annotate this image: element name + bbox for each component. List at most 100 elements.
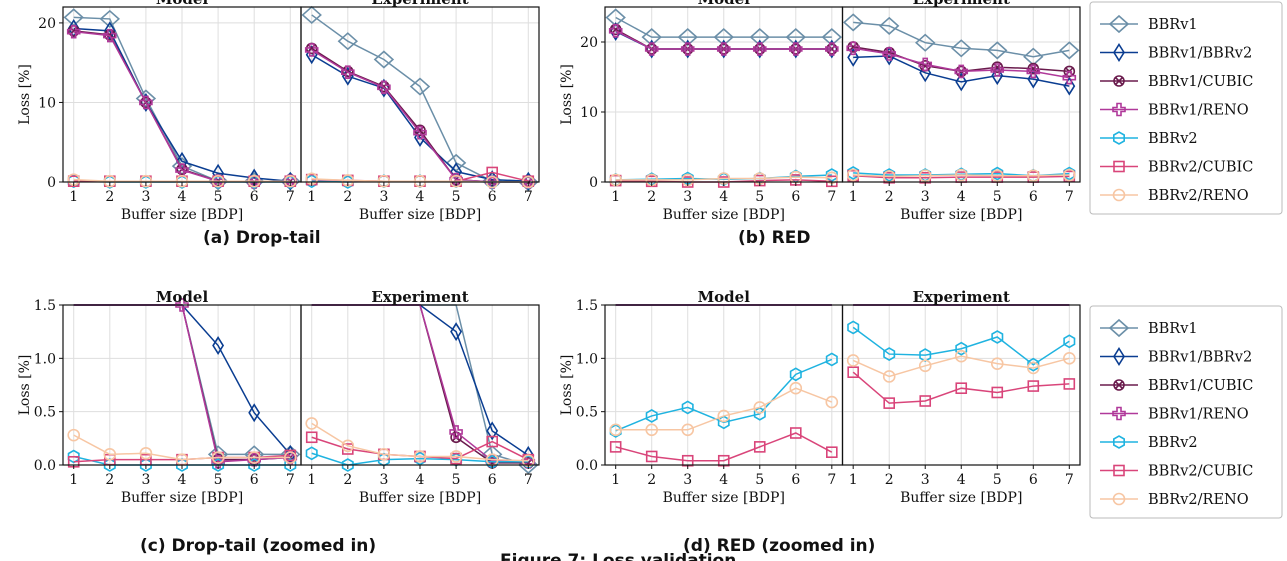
series-bbrv1-bbrv2: [73, 304, 297, 464]
x-tick-label: 5: [214, 189, 223, 205]
data-point: [305, 417, 319, 430]
data-point: [1063, 76, 1076, 96]
series-bbrv1: [73, 304, 301, 464]
y-tick-label: 1.0: [34, 351, 56, 367]
x-tick-label: 4: [957, 472, 966, 488]
data-point: [749, 28, 770, 47]
x-tick-label: 3: [683, 472, 692, 488]
data-point: [377, 448, 391, 461]
data-point: [103, 174, 117, 188]
panel-model: 1 2 3 4 5 6 7 Model Buffer size [BDP]: [62, 288, 302, 506]
x-tick-label: 1: [307, 472, 316, 488]
legend-marker: [1113, 131, 1125, 145]
data-point: [1027, 357, 1040, 372]
legend-marker: [1112, 492, 1126, 506]
panel-model: 1 2 3 4 5 6 7 Model Buffer size [BDP]: [604, 288, 844, 506]
panel-experiment: 1 2 3 4 5 6 7 Experiment Buffer size [BDP]: [300, 288, 540, 506]
x-tick-label: 2: [105, 189, 114, 205]
y-tick-label: 10: [580, 105, 598, 121]
series-bbrv1: [842, 13, 1080, 66]
x-tick-label: 6: [1029, 472, 1038, 488]
series-line: [73, 178, 291, 182]
legend-marker: [1113, 464, 1125, 477]
x-tick-label: 3: [921, 189, 930, 205]
legend-0: BBRv1 BBRv1/BBRv2 BBRv1/CUBIC BBRv1/RENO BBR…: [1089, 1, 1283, 215]
data-point: [373, 50, 395, 69]
series-line: [853, 55, 1070, 87]
x-tick-label: 3: [379, 472, 388, 488]
series-bbrv2-reno: [846, 349, 1076, 383]
caption-b: (b) RED: [738, 228, 811, 248]
data-point: [846, 41, 860, 56]
data-point: [247, 451, 261, 464]
series-bbrv2-reno: [67, 173, 297, 188]
panel-experiment: 1 2 3 4 5 6 7 Experiment Buffer size [BDP]: [300, 0, 540, 223]
series-bbrv2-cubic: [847, 366, 1076, 409]
legend-item-bbrv1-bbrv2: BBRv1/BBRv2: [1100, 346, 1252, 367]
data-point: [99, 9, 121, 29]
data-point: [1063, 168, 1076, 182]
data-point: [1027, 380, 1040, 392]
series-line: [853, 174, 1070, 178]
panel-title: Model: [156, 288, 209, 306]
series-line: [615, 30, 832, 50]
data-point: [954, 349, 968, 363]
y-tick-label: 1.5: [576, 298, 598, 314]
legend-marker: [1112, 188, 1126, 202]
y-tick-label: 1.0: [576, 351, 598, 367]
data-point: [103, 448, 117, 461]
data-point: [825, 352, 838, 367]
legend-item-bbrv2: BBRv2: [1100, 435, 1198, 451]
x-tick-label: 1: [611, 472, 620, 488]
data-point: [1026, 169, 1040, 182]
x-tick-label: 6: [791, 472, 800, 488]
data-point: [918, 57, 933, 72]
legend-marker: [1113, 379, 1125, 391]
data-point: [449, 450, 463, 463]
series-bbrv2-cubic: [609, 427, 838, 467]
data-point: [955, 72, 968, 92]
x-tick-label: 6: [1029, 189, 1038, 205]
legend-label: BBRv1/CUBIC: [1148, 74, 1253, 90]
data-point: [882, 370, 896, 383]
data-point: [955, 382, 968, 395]
x-tick-label: 2: [885, 189, 894, 205]
data-point: [450, 322, 463, 342]
y-tick-label: 10: [38, 95, 56, 111]
data-point: [1062, 70, 1077, 85]
data-point: [284, 458, 297, 472]
x-tick-label: 1: [69, 472, 78, 488]
data-point: [785, 28, 806, 47]
data-point: [301, 5, 322, 25]
data-point: [1026, 361, 1040, 375]
data-point: [883, 168, 896, 182]
data-point: [918, 169, 932, 182]
data-point: [641, 28, 662, 47]
data-point: [987, 41, 1008, 60]
panel-title: Model: [698, 288, 751, 306]
data-point: [847, 165, 860, 180]
legend-label: BBRv1/BBRv2: [1148, 350, 1252, 366]
x-tick-label: 2: [647, 472, 656, 488]
series-line: [853, 21, 1070, 58]
data-point: [103, 21, 116, 41]
data-point: [103, 28, 117, 43]
data-point: [139, 95, 153, 110]
x-tick-label: 7: [286, 472, 295, 488]
data-point: [283, 451, 297, 464]
x-axis-label: Buffer size [BDP]: [900, 207, 1022, 223]
data-point: [990, 169, 1004, 182]
data-point: [485, 175, 499, 189]
panel-title: Model: [698, 0, 751, 8]
legend-label: BBRv1/RENO: [1148, 407, 1249, 423]
legend-label: BBRv1/RENO: [1148, 103, 1249, 119]
x-tick-label: 1: [69, 189, 78, 205]
data-point: [449, 174, 463, 188]
panel-title: Model: [156, 0, 209, 8]
data-point: [681, 400, 694, 415]
data-point: [283, 174, 297, 188]
data-point: [248, 403, 261, 423]
legend-label: BBRv1: [1148, 17, 1198, 33]
y-tick-label: 1.5: [34, 298, 56, 314]
panel-title: Experiment: [913, 0, 1010, 8]
